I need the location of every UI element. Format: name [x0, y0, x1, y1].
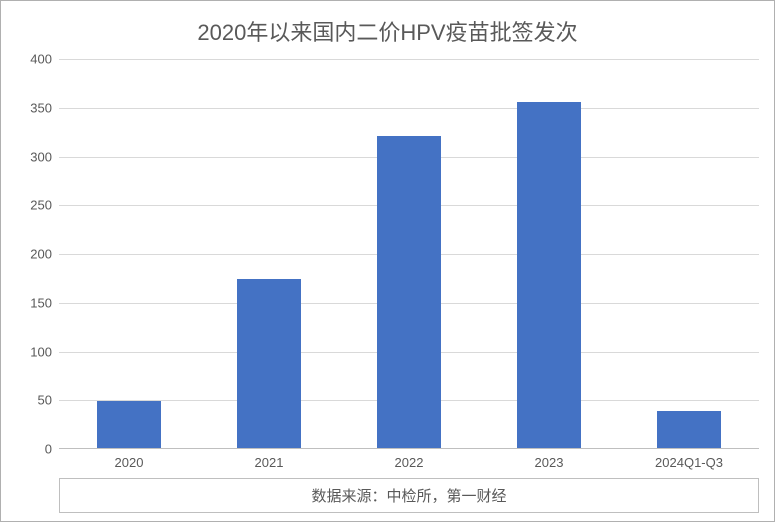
bar: [97, 401, 161, 448]
bar: [657, 411, 721, 448]
bar: [517, 102, 581, 448]
chart-container: 2020年以来国内二价HPV疫苗批签发次 0 50 100 150 200 250 300 3…: [0, 0, 775, 522]
bar: [237, 279, 301, 448]
y-tick-label: 350: [12, 100, 52, 115]
y-tick-label: 50: [12, 393, 52, 408]
bar: [377, 136, 441, 448]
plot-area: [59, 59, 759, 449]
x-tick-label: 2024Q1-Q3: [655, 455, 723, 470]
y-tick-label: 200: [12, 247, 52, 262]
gridline: [59, 108, 759, 109]
x-tick-label: 2021: [255, 455, 284, 470]
y-tick-label: 100: [12, 344, 52, 359]
y-tick-label: 0: [12, 442, 52, 457]
x-tick-label: 2022: [395, 455, 424, 470]
y-tick-label: 250: [12, 198, 52, 213]
x-tick-label: 2023: [535, 455, 564, 470]
chart-title: 2020年以来国内二价HPV疫苗批签发次: [1, 15, 774, 47]
source-caption: 数据来源：中检所，第一财经: [59, 478, 759, 513]
gridline: [59, 59, 759, 60]
x-tick-label: 2020: [115, 455, 144, 470]
y-tick-label: 300: [12, 149, 52, 164]
y-tick-label: 400: [12, 52, 52, 67]
y-tick-label: 150: [12, 295, 52, 310]
